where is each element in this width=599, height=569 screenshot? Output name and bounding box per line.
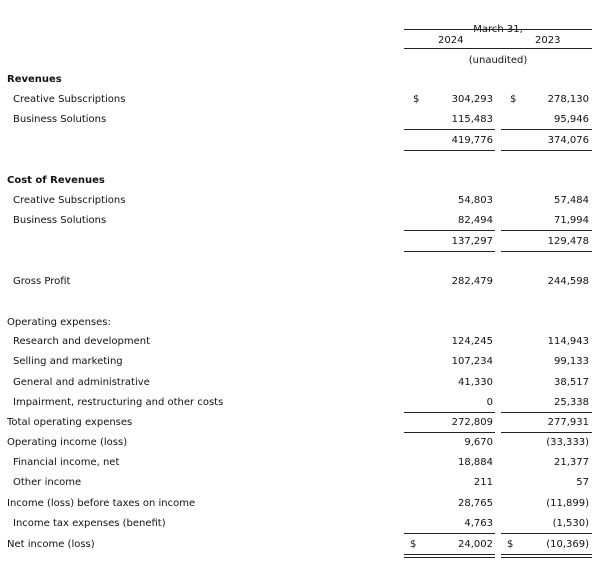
value-2023: (33,333) <box>546 437 589 448</box>
value-2023: 25,338 <box>554 397 589 408</box>
value-2023: (1,530) <box>552 518 589 529</box>
value-2023: 99,133 <box>554 356 589 367</box>
row-label: General and administrative <box>13 377 150 388</box>
value-2024: 41,330 <box>458 377 493 388</box>
value-2023: 57 <box>576 477 589 488</box>
value-2024: 211 <box>473 477 493 488</box>
header-rule-bottom <box>404 48 592 49</box>
value-2024: 18,884 <box>458 457 493 468</box>
subtotal-rule <box>404 533 495 534</box>
currency-symbol: $ <box>410 539 417 550</box>
currency-symbol: $ <box>510 94 517 105</box>
period-label: March 31, <box>473 24 523 35</box>
value-2023: 374,076 <box>547 135 589 146</box>
row-label: Income tax expenses (benefit) <box>13 518 166 529</box>
currency-symbol: $ <box>413 94 420 105</box>
section-cost-of-revenues: Cost of Revenues <box>7 175 105 186</box>
value-2024: 82,494 <box>458 215 493 226</box>
value-2023: 95,946 <box>554 114 589 125</box>
value-2023: 38,517 <box>554 377 589 388</box>
subtotal-rule <box>501 533 592 534</box>
value-2024: 0 <box>486 397 493 408</box>
row-label: Operating income (loss) <box>7 437 128 448</box>
subtotal-rule <box>404 230 495 231</box>
row-label: Gross Profit <box>13 276 71 287</box>
net-income-double-rule <box>404 554 495 558</box>
row-label: Income (loss) before taxes on income <box>7 498 196 509</box>
header-rule-top <box>404 29 592 30</box>
row-label: Business Solutions <box>13 114 107 125</box>
value-2024: 124,245 <box>451 336 493 347</box>
row-label: Other income <box>13 477 82 488</box>
row-label: Business Solutions <box>13 215 107 226</box>
value-2023: 71,994 <box>554 215 589 226</box>
subtotal-rule <box>404 129 495 130</box>
subtotal-rule <box>501 230 592 231</box>
currency-symbol: $ <box>507 539 514 550</box>
section-operating-expenses: Operating expenses: <box>7 317 111 328</box>
total-rule <box>501 251 592 252</box>
value-2024: 137,297 <box>451 236 493 247</box>
value-2024: 9,670 <box>464 437 493 448</box>
unaudited-note: (unaudited) <box>468 55 528 66</box>
section-revenues: Revenues <box>7 74 62 85</box>
row-label: Creative Subscriptions <box>13 94 126 105</box>
value-2024: 4,763 <box>464 518 493 529</box>
total-rule <box>404 150 495 151</box>
row-label: Selling and marketing <box>13 356 123 367</box>
value-2023: (10,369) <box>546 539 589 550</box>
value-2024: 115,483 <box>451 114 493 125</box>
total-rule <box>404 251 495 252</box>
value-2024: 272,809 <box>451 417 493 428</box>
subtotal-rule <box>501 129 592 130</box>
total-rule <box>501 432 592 433</box>
value-2023: 244,598 <box>547 276 589 287</box>
value-2023: 129,478 <box>547 236 589 247</box>
row-label: Creative Subscriptions <box>13 195 126 206</box>
value-2023: 277,931 <box>547 417 589 428</box>
total-rule <box>501 150 592 151</box>
net-income-double-rule <box>501 554 592 558</box>
row-label: Financial income, net <box>13 457 120 468</box>
total-rule <box>404 432 495 433</box>
value-2023: 21,377 <box>554 457 589 468</box>
value-2024: 282,479 <box>451 276 493 287</box>
value-2024: 107,234 <box>451 356 493 367</box>
value-2024: 304,293 <box>451 94 493 105</box>
row-label: Research and development <box>13 336 151 347</box>
row-label: Net income (loss) <box>7 539 95 550</box>
value-2023: 278,130 <box>547 94 589 105</box>
value-2024: 419,776 <box>451 135 493 146</box>
row-label: Impairment, restructuring and other cost… <box>13 397 224 408</box>
year-2024-header: 2024 <box>438 35 464 46</box>
row-label: Total operating expenses <box>7 417 133 428</box>
value-2023: 114,943 <box>547 336 589 347</box>
value-2024: 54,803 <box>458 195 493 206</box>
value-2023: 57,484 <box>554 195 589 206</box>
subtotal-rule <box>404 412 495 413</box>
value-2023: (11,899) <box>546 498 589 509</box>
value-2024: 24,002 <box>458 539 493 550</box>
subtotal-rule <box>501 412 592 413</box>
value-2024: 28,765 <box>458 498 493 509</box>
year-2023-header: 2023 <box>535 35 561 46</box>
